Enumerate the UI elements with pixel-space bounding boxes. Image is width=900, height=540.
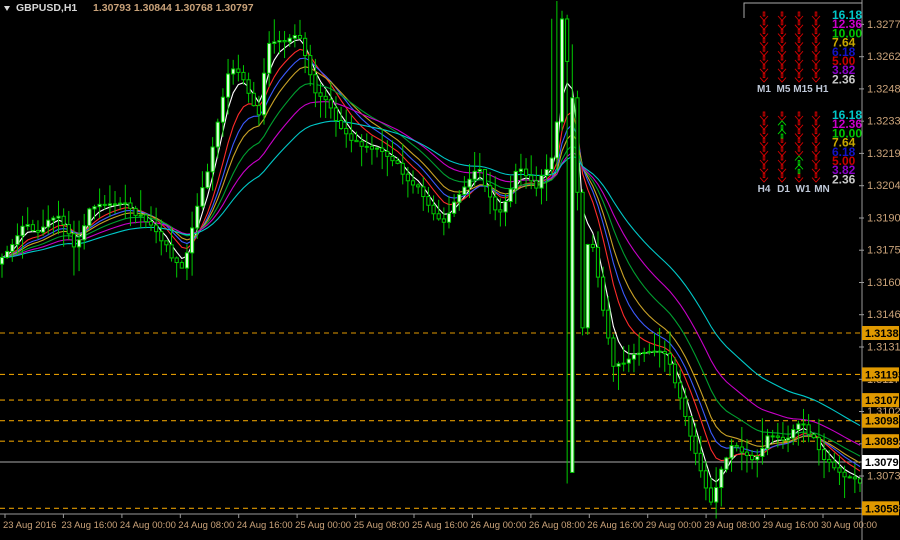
svg-text:1.32629: 1.32629 bbox=[867, 51, 900, 63]
svg-text:1.32774: 1.32774 bbox=[867, 19, 900, 31]
svg-text:GBPUSD,H1: GBPUSD,H1 bbox=[16, 2, 77, 14]
svg-text:1.32046: 1.32046 bbox=[867, 180, 900, 192]
svg-text:1.31077: 1.31077 bbox=[865, 395, 900, 407]
svg-text:24 Aug 16:00: 24 Aug 16:00 bbox=[237, 520, 293, 531]
svg-text:1.31463: 1.31463 bbox=[867, 309, 900, 321]
svg-text:1.32337: 1.32337 bbox=[867, 116, 900, 128]
svg-text:24 Aug 00:00: 24 Aug 00:00 bbox=[120, 520, 176, 531]
svg-text:1.30734: 1.30734 bbox=[867, 471, 900, 483]
svg-text:D1: D1 bbox=[777, 184, 790, 195]
svg-text:23 Aug 2016: 23 Aug 2016 bbox=[3, 520, 56, 531]
svg-text:1.31193: 1.31193 bbox=[865, 369, 900, 381]
svg-text:1.30793 1.30844 1.30768 1.3079: 1.30793 1.30844 1.30768 1.30797 bbox=[93, 2, 254, 14]
svg-text:2.36: 2.36 bbox=[832, 172, 856, 186]
svg-text:H4: H4 bbox=[758, 184, 771, 195]
svg-text:1.31317: 1.31317 bbox=[867, 342, 900, 354]
svg-text:30 Aug 00:00: 30 Aug 00:00 bbox=[821, 520, 877, 531]
svg-text:M5: M5 bbox=[777, 84, 791, 95]
svg-text:29 Aug 08:00: 29 Aug 08:00 bbox=[704, 520, 760, 531]
svg-text:1.32483: 1.32483 bbox=[867, 83, 900, 95]
svg-text:1.30984: 1.30984 bbox=[865, 416, 900, 428]
svg-text:25 Aug 00:00: 25 Aug 00:00 bbox=[295, 520, 351, 531]
svg-text:W1: W1 bbox=[796, 184, 811, 195]
svg-text:26 Aug 08:00: 26 Aug 08:00 bbox=[529, 520, 585, 531]
svg-text:MN: MN bbox=[814, 184, 830, 195]
svg-text:M1: M1 bbox=[757, 84, 771, 95]
svg-text:1.31900: 1.31900 bbox=[867, 213, 900, 225]
svg-text:H1: H1 bbox=[816, 84, 829, 95]
svg-text:M15: M15 bbox=[793, 84, 813, 95]
svg-text:1.31380: 1.31380 bbox=[865, 328, 900, 340]
svg-text:23 Aug 16:00: 23 Aug 16:00 bbox=[61, 520, 117, 531]
svg-text:1.31754: 1.31754 bbox=[867, 245, 900, 257]
svg-text:1.30588: 1.30588 bbox=[865, 503, 900, 515]
svg-text:1.31608: 1.31608 bbox=[867, 277, 900, 289]
svg-text:25 Aug 16:00: 25 Aug 16:00 bbox=[412, 520, 468, 531]
svg-text:26 Aug 00:00: 26 Aug 00:00 bbox=[470, 520, 526, 531]
svg-text:29 Aug 16:00: 29 Aug 16:00 bbox=[763, 520, 819, 531]
svg-text:2.36: 2.36 bbox=[832, 72, 856, 86]
svg-text:1.30797: 1.30797 bbox=[865, 457, 900, 469]
svg-text:26 Aug 16:00: 26 Aug 16:00 bbox=[587, 520, 643, 531]
svg-text:29 Aug 00:00: 29 Aug 00:00 bbox=[646, 520, 702, 531]
svg-text:24 Aug 08:00: 24 Aug 08:00 bbox=[178, 520, 234, 531]
svg-text:25 Aug 08:00: 25 Aug 08:00 bbox=[354, 520, 410, 531]
